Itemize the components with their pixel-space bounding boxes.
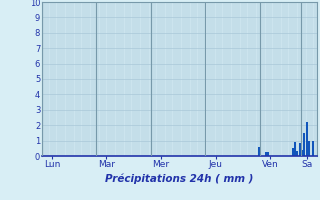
Bar xyxy=(312,141,315,156)
Bar xyxy=(299,143,301,156)
Bar xyxy=(306,122,308,156)
Bar xyxy=(265,152,267,156)
Bar xyxy=(294,142,296,156)
Bar xyxy=(308,141,310,156)
Bar xyxy=(267,152,269,156)
Bar xyxy=(292,148,294,156)
Bar xyxy=(303,133,305,156)
Bar xyxy=(301,150,303,156)
Bar xyxy=(258,147,260,156)
X-axis label: Précipitations 24h ( mm ): Précipitations 24h ( mm ) xyxy=(105,173,253,184)
Bar xyxy=(296,151,299,156)
